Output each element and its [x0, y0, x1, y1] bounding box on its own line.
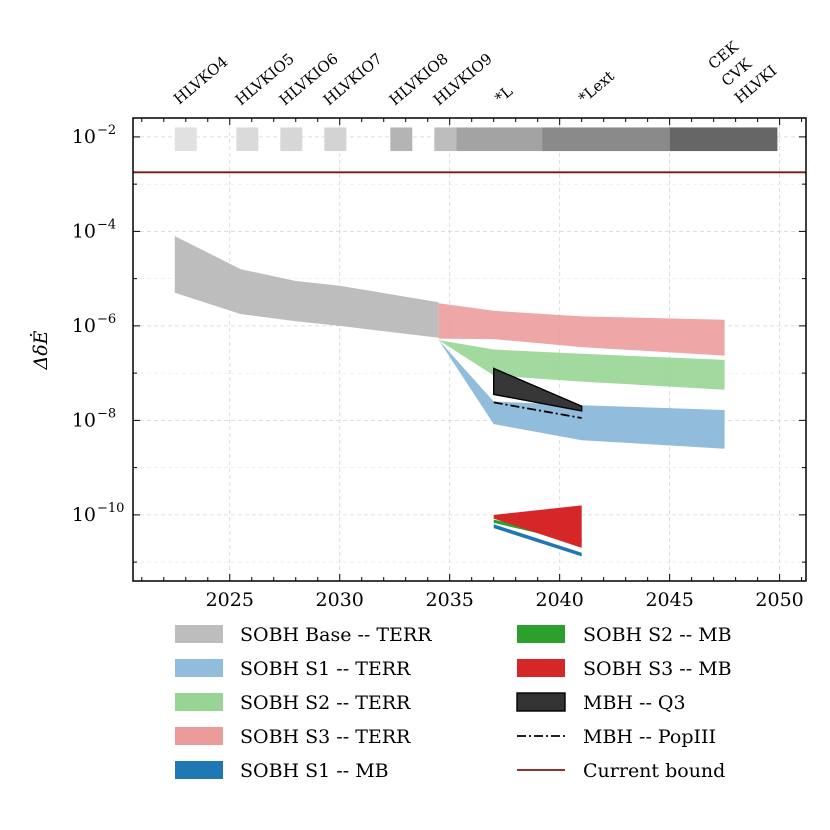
- legend-swatch: [517, 659, 565, 677]
- legend-swatch: [175, 693, 223, 711]
- y-tick-exponent: −6: [97, 312, 116, 327]
- observatory-bar: [669, 127, 778, 152]
- plot-frame: [132, 117, 807, 582]
- legend-label: Current bound: [583, 760, 725, 782]
- x-tick-label: 2045: [645, 589, 693, 611]
- y-tick-labels: 10−210−410−610−810−10: [72, 123, 125, 526]
- legend-label: SOBH S2 -- TERR: [240, 692, 411, 714]
- x-tick-label: 2040: [535, 589, 583, 611]
- legend-label: SOBH S3 -- MB: [583, 658, 732, 680]
- legend-label: SOBH S1 -- TERR: [240, 658, 411, 680]
- y-tick-exponent: −8: [97, 406, 116, 421]
- legend-swatch: [517, 625, 565, 643]
- y-tick-label: 10: [72, 315, 96, 337]
- y-tick-label: 10: [72, 504, 96, 526]
- observatory-bars: [174, 127, 778, 152]
- y-axis-label: ΔδĖ: [29, 330, 52, 370]
- y-tick-exponent: −4: [97, 217, 116, 232]
- observatory-label: *L: [491, 82, 516, 107]
- observatory-bar: [324, 127, 347, 152]
- x-tick-label: 2035: [426, 589, 474, 611]
- y-tick-label: 10: [72, 220, 96, 242]
- popiii-line: [493, 401, 582, 419]
- y-tick-exponent: −10: [97, 501, 124, 516]
- legend-swatch: [175, 625, 223, 643]
- legend-label: SOBH S2 -- MB: [583, 624, 732, 646]
- bands: [174, 236, 725, 557]
- band-s3-mb: [493, 505, 582, 548]
- x-tick-label: 2030: [316, 589, 364, 611]
- y-tick-label: 10: [72, 409, 96, 431]
- observatory-bar: [174, 127, 197, 152]
- observatory-label: *Lext: [575, 67, 618, 107]
- legend-label: MBH -- Q3: [583, 692, 686, 714]
- observatory-bar: [434, 127, 457, 152]
- observatory-bar: [390, 127, 413, 152]
- legend-label: SOBH S1 -- MB: [240, 760, 389, 782]
- axis-ticks: [133, 118, 806, 581]
- x-tick-label: 2050: [755, 589, 803, 611]
- x-tick-label: 2025: [206, 589, 254, 611]
- band-s3-terr: [438, 303, 725, 356]
- legend-swatch: [175, 761, 223, 779]
- legend-swatch: [175, 727, 223, 745]
- legend-label: SOBH S3 -- TERR: [240, 726, 411, 748]
- legend-swatch: [516, 692, 566, 712]
- y-tick-label: 10: [72, 126, 96, 148]
- band-q3: [493, 367, 583, 412]
- observatory-bar: [236, 127, 259, 152]
- legend-swatch: [175, 659, 223, 677]
- observatory-bar: [456, 127, 543, 152]
- observatory-bar: [280, 127, 303, 152]
- observatory-label: HLVKO4: [170, 53, 231, 108]
- legend: SOBH Base -- TERR SOBH S1 -- TERR SOBH S2 …: [175, 624, 732, 782]
- band-s1-terr: [438, 340, 725, 449]
- y-tick-exponent: −2: [97, 123, 116, 138]
- observatory-bar: [542, 127, 670, 152]
- band-base: [174, 236, 439, 338]
- band-s2-terr: [438, 340, 725, 390]
- legend-label: MBH -- PopIII: [583, 726, 716, 748]
- legend-label: SOBH Base -- TERR: [240, 624, 432, 646]
- band-s1-mb: [493, 524, 582, 557]
- x-tick-labels: 2025 2030 2035 2040 2045 2050: [206, 589, 804, 611]
